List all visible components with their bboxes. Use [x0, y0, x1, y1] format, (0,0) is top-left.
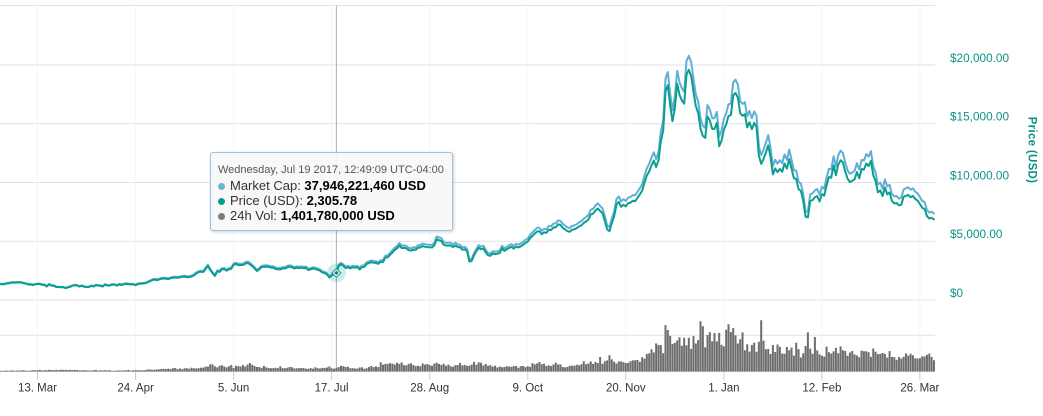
- svg-text:1. Jan: 1. Jan: [708, 383, 739, 395]
- svg-text:20. Nov: 20. Nov: [606, 383, 646, 395]
- svg-text:$5,000.00: $5,000.00: [950, 227, 1003, 241]
- svg-text:$20,000.00: $20,000.00: [950, 51, 1009, 65]
- svg-text:5. Jun: 5. Jun: [218, 383, 249, 395]
- svg-text:9. Oct: 9. Oct: [512, 383, 543, 395]
- svg-text:$10,000.00: $10,000.00: [950, 168, 1009, 182]
- svg-text:13. Mar: 13. Mar: [18, 383, 57, 395]
- svg-text:$15,000.00: $15,000.00: [950, 110, 1009, 124]
- svg-text:26. Mar: 26. Mar: [900, 383, 939, 395]
- svg-text:Price (USD): Price (USD): [1026, 117, 1038, 184]
- svg-text:12. Feb: 12. Feb: [802, 383, 841, 395]
- svg-text:24. Apr: 24. Apr: [117, 383, 154, 395]
- svg-text:28. Aug: 28. Aug: [410, 383, 449, 395]
- svg-text:$0: $0: [950, 286, 964, 300]
- svg-text:17. Jul: 17. Jul: [315, 383, 349, 395]
